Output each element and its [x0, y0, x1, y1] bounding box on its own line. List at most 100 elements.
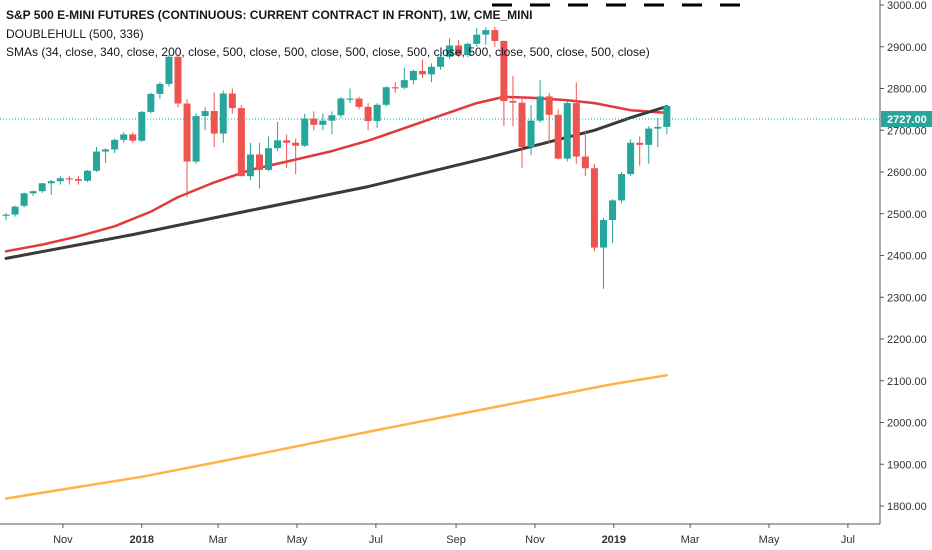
indicator-smas-label[interactable]: SMAs (34, close, 340, close, 200, close,…	[6, 45, 650, 59]
candle	[265, 136, 273, 172]
candle	[147, 92, 155, 114]
candle	[246, 142, 254, 181]
candle	[364, 103, 372, 131]
candle-body	[645, 128, 653, 145]
candle-body	[292, 142, 300, 146]
candle-body	[437, 56, 445, 67]
candle	[618, 172, 626, 204]
candle	[599, 217, 607, 289]
candle-body	[147, 93, 155, 112]
candle-body	[373, 104, 381, 122]
y-tick-label: 2100.00	[887, 376, 927, 388]
candle	[545, 92, 553, 143]
candle	[581, 130, 589, 177]
candle	[219, 90, 227, 143]
sma-orange-line	[4, 374, 669, 500]
candle	[83, 169, 91, 183]
candle-body	[83, 170, 91, 181]
candle-body	[455, 45, 463, 56]
x-tick-label: Nov	[525, 534, 545, 546]
candle-body	[599, 220, 607, 248]
candle-body	[56, 178, 64, 182]
candle-body	[654, 126, 662, 129]
candle-body	[102, 149, 110, 152]
sma-red-line	[4, 95, 669, 253]
candle	[464, 42, 472, 58]
candle-body	[38, 183, 46, 192]
candle-body	[527, 120, 535, 147]
candle-body	[192, 116, 200, 162]
candle	[654, 117, 662, 147]
candle-body	[319, 120, 327, 125]
candle	[473, 27, 481, 47]
candle-body	[364, 106, 372, 122]
candle-body	[65, 178, 73, 180]
candle	[301, 113, 309, 147]
candle-body	[111, 139, 119, 150]
candle-body	[618, 174, 626, 201]
candle-body	[183, 103, 191, 162]
candle	[609, 199, 617, 243]
candle-body	[337, 98, 345, 116]
candle-body	[138, 111, 146, 141]
candle	[418, 59, 426, 79]
candle	[138, 111, 146, 142]
candle-body	[219, 93, 227, 134]
candle-body	[355, 98, 363, 107]
y-tick-label: 2600.00	[887, 167, 927, 179]
candle	[129, 132, 137, 143]
candle-body	[663, 106, 671, 127]
candle	[409, 69, 417, 85]
candle-body	[382, 87, 390, 105]
last-price-marker[interactable]: 2727.00	[0, 110, 932, 127]
candle	[38, 182, 46, 193]
candle-body	[563, 103, 571, 159]
candle-body	[536, 96, 544, 121]
candle	[346, 88, 354, 104]
x-tick-label: Mar	[209, 534, 228, 546]
candle-body	[518, 102, 526, 147]
candle-body	[174, 56, 182, 104]
chart-title: S&P 500 E-MINI FUTURES (CONTINUOUS: CURR…	[6, 8, 533, 22]
candle-body	[418, 70, 426, 75]
x-tick-label: 2019	[602, 534, 626, 546]
candle	[509, 75, 517, 127]
candle	[102, 148, 110, 163]
candle-body	[545, 96, 553, 115]
candle	[455, 40, 463, 58]
candle	[663, 105, 671, 135]
sma-lines	[4, 95, 669, 500]
candle	[2, 212, 10, 221]
candle	[382, 86, 390, 107]
candle	[518, 96, 526, 168]
candle-body	[255, 154, 263, 170]
candle-body	[409, 70, 417, 81]
candle-body	[491, 30, 499, 41]
candle	[427, 63, 435, 83]
candle-body	[473, 34, 481, 44]
candle	[328, 111, 336, 135]
candle	[645, 126, 653, 164]
candle	[482, 27, 490, 45]
x-tick-label: Mar	[681, 534, 700, 546]
candle	[65, 175, 73, 185]
candle-body	[400, 80, 408, 88]
y-tick-label: 1900.00	[887, 459, 927, 471]
candle	[165, 55, 173, 87]
candle	[590, 163, 598, 252]
candle-body	[165, 56, 173, 84]
y-tick-label: 1800.00	[887, 501, 927, 513]
last-price-label-bg	[881, 110, 932, 127]
candle	[636, 136, 644, 166]
candle	[536, 80, 544, 123]
y-axis-ticks: 1800.00 1900.00 2000.00 2100.00 2200.00 2300.…	[880, 0, 927, 513]
y-tick-label: 2900.00	[887, 42, 927, 54]
candle	[572, 82, 580, 164]
indicator-doublehull-label[interactable]: DOUBLEHULL (500, 336)	[6, 27, 144, 41]
candle	[337, 96, 345, 118]
y-tick-label: 2800.00	[887, 84, 927, 96]
y-tick-label: 2700.00	[887, 125, 927, 137]
x-tick-label: Jul	[841, 534, 855, 546]
